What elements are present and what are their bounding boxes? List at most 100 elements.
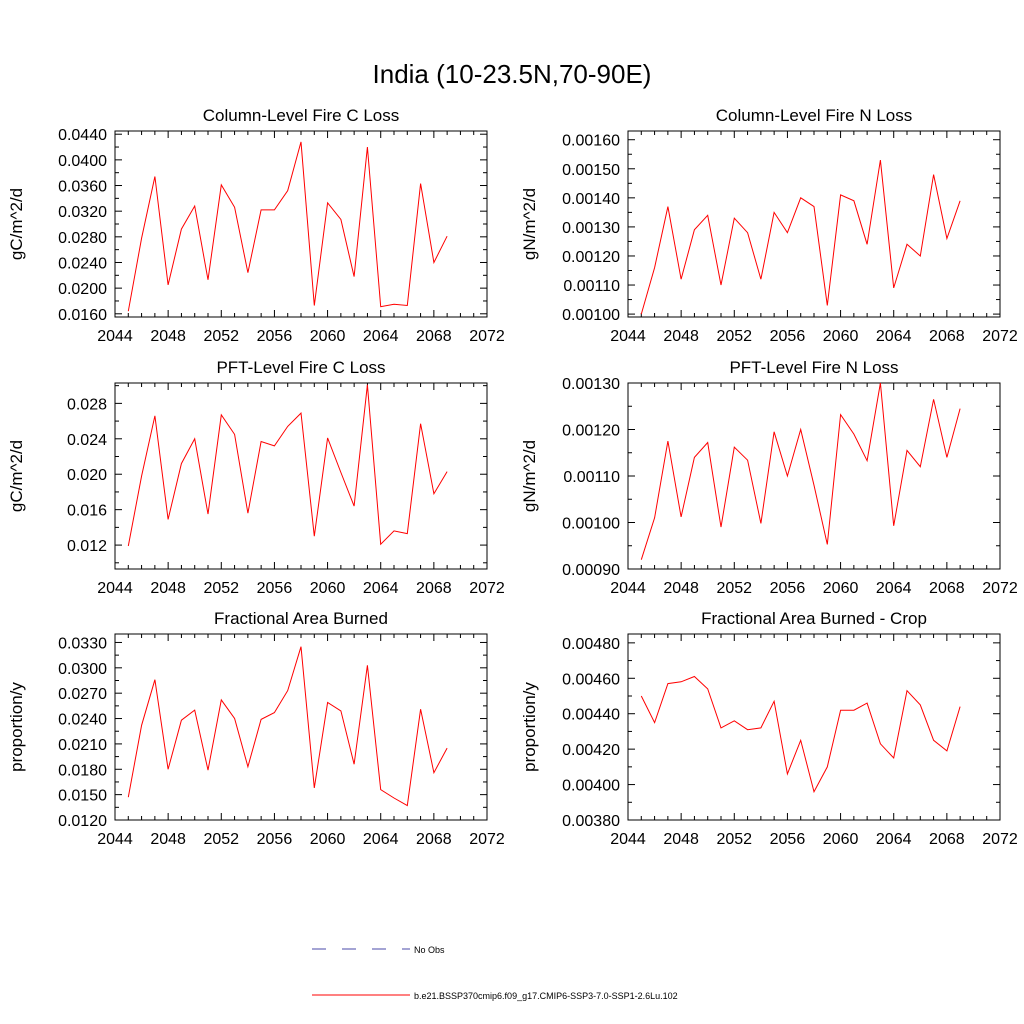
y-tick-label: 0.00440 [562, 707, 620, 724]
y-tick-label: 0.0320 [58, 204, 107, 221]
x-tick-label: 2048 [150, 580, 186, 597]
panel-title: PFT-Level Fire C Loss [216, 358, 385, 377]
x-tick-label: 2064 [876, 328, 912, 345]
y-axis-label: proportion/y [7, 682, 26, 772]
x-tick-label: 2068 [929, 831, 965, 848]
panel-title: Column-Level Fire C Loss [203, 106, 400, 125]
y-tick-label: 0.00150 [562, 162, 620, 179]
y-tick-label: 0.012 [67, 538, 107, 555]
x-tick-label: 2052 [203, 328, 239, 345]
y-tick-label: 0.00100 [562, 516, 620, 533]
y-tick-label: 0.0240 [58, 712, 107, 729]
x-tick-label: 2044 [610, 328, 646, 345]
y-tick-label: 0.0280 [58, 230, 107, 247]
y-tick-label: 0.0120 [58, 813, 107, 830]
x-tick-label: 2048 [663, 831, 699, 848]
y-tick-label: 0.0180 [58, 762, 107, 779]
panel-title: Fractional Area Burned - Crop [701, 609, 927, 628]
x-tick-label: 2072 [469, 328, 505, 345]
x-tick-label: 2068 [416, 580, 452, 597]
y-tick-label: 0.0160 [58, 307, 107, 324]
x-tick-label: 2056 [257, 831, 293, 848]
y-tick-label: 0.0330 [58, 635, 107, 652]
y-tick-label: 0.024 [67, 432, 107, 449]
x-tick-label: 2052 [716, 328, 752, 345]
x-tick-label: 2056 [770, 580, 806, 597]
x-tick-label: 2060 [823, 831, 859, 848]
x-tick-label: 2064 [876, 580, 912, 597]
y-tick-label: 0.00120 [562, 249, 620, 266]
x-tick-label: 2052 [716, 831, 752, 848]
panel-title: Column-Level Fire N Loss [716, 106, 913, 125]
figure-title: India (10-23.5N,70-90E) [373, 59, 652, 89]
y-tick-label: 0.0440 [58, 127, 107, 144]
x-tick-label: 2072 [982, 831, 1018, 848]
x-tick-label: 2060 [310, 328, 346, 345]
x-tick-label: 2052 [716, 580, 752, 597]
y-tick-label: 0.00120 [562, 423, 620, 440]
x-tick-label: 2056 [257, 580, 293, 597]
x-tick-label: 2048 [663, 328, 699, 345]
x-tick-label: 2068 [416, 328, 452, 345]
y-tick-label: 0.028 [67, 396, 107, 413]
legend-model-label: b.e21.BSSP370cmip6.f09_g17.CMIP6-SSP3-7.… [414, 991, 678, 1001]
y-tick-label: 0.020 [67, 467, 107, 484]
y-tick-label: 0.00420 [562, 742, 620, 759]
y-axis-label: proportion/y [520, 682, 539, 772]
x-tick-label: 2044 [97, 831, 133, 848]
y-tick-label: 0.0300 [58, 661, 107, 678]
y-tick-label: 0.0270 [58, 686, 107, 703]
x-tick-label: 2052 [203, 580, 239, 597]
panel-title: PFT-Level Fire N Loss [729, 358, 898, 377]
x-tick-label: 2060 [823, 580, 859, 597]
x-tick-label: 2064 [876, 831, 912, 848]
y-tick-label: 0.00130 [562, 376, 620, 393]
x-tick-label: 2044 [97, 580, 133, 597]
x-tick-label: 2068 [929, 580, 965, 597]
x-tick-label: 2048 [663, 580, 699, 597]
x-tick-label: 2044 [97, 328, 133, 345]
y-tick-label: 0.0150 [58, 788, 107, 805]
x-tick-label: 2060 [310, 831, 346, 848]
x-tick-label: 2044 [610, 831, 646, 848]
y-tick-label: 0.00100 [562, 307, 620, 324]
y-tick-label: 0.0200 [58, 281, 107, 298]
x-tick-label: 2056 [770, 328, 806, 345]
x-tick-label: 2044 [610, 580, 646, 597]
y-tick-label: 0.00380 [562, 813, 620, 830]
x-tick-label: 2072 [982, 328, 1018, 345]
x-tick-label: 2068 [416, 831, 452, 848]
y-tick-label: 0.016 [67, 503, 107, 520]
y-tick-label: 0.00130 [562, 220, 620, 237]
x-tick-label: 2052 [203, 831, 239, 848]
x-tick-label: 2068 [929, 328, 965, 345]
x-tick-label: 2072 [982, 580, 1018, 597]
panel-title: Fractional Area Burned [214, 609, 388, 628]
y-tick-label: 0.00090 [562, 562, 620, 579]
x-tick-label: 2060 [310, 580, 346, 597]
y-tick-label: 0.00460 [562, 671, 620, 688]
y-axis-label: gN/m^2/d [520, 440, 539, 512]
y-axis-label: gC/m^2/d [7, 188, 26, 260]
y-tick-label: 0.00480 [562, 636, 620, 653]
x-tick-label: 2064 [363, 580, 399, 597]
x-tick-label: 2048 [150, 328, 186, 345]
x-tick-label: 2048 [150, 831, 186, 848]
x-tick-label: 2060 [823, 328, 859, 345]
x-tick-label: 2072 [469, 580, 505, 597]
y-tick-label: 0.0240 [58, 255, 107, 272]
x-tick-label: 2072 [469, 831, 505, 848]
x-tick-label: 2056 [257, 328, 293, 345]
y-tick-label: 0.00140 [562, 191, 620, 208]
y-tick-label: 0.0400 [58, 153, 107, 170]
y-tick-label: 0.0210 [58, 737, 107, 754]
y-tick-label: 0.00400 [562, 778, 620, 795]
x-tick-label: 2064 [363, 831, 399, 848]
y-tick-label: 0.0360 [58, 179, 107, 196]
x-tick-label: 2056 [770, 831, 806, 848]
x-tick-label: 2064 [363, 328, 399, 345]
y-tick-label: 0.00110 [563, 469, 620, 486]
y-axis-label: gN/m^2/d [520, 188, 539, 260]
